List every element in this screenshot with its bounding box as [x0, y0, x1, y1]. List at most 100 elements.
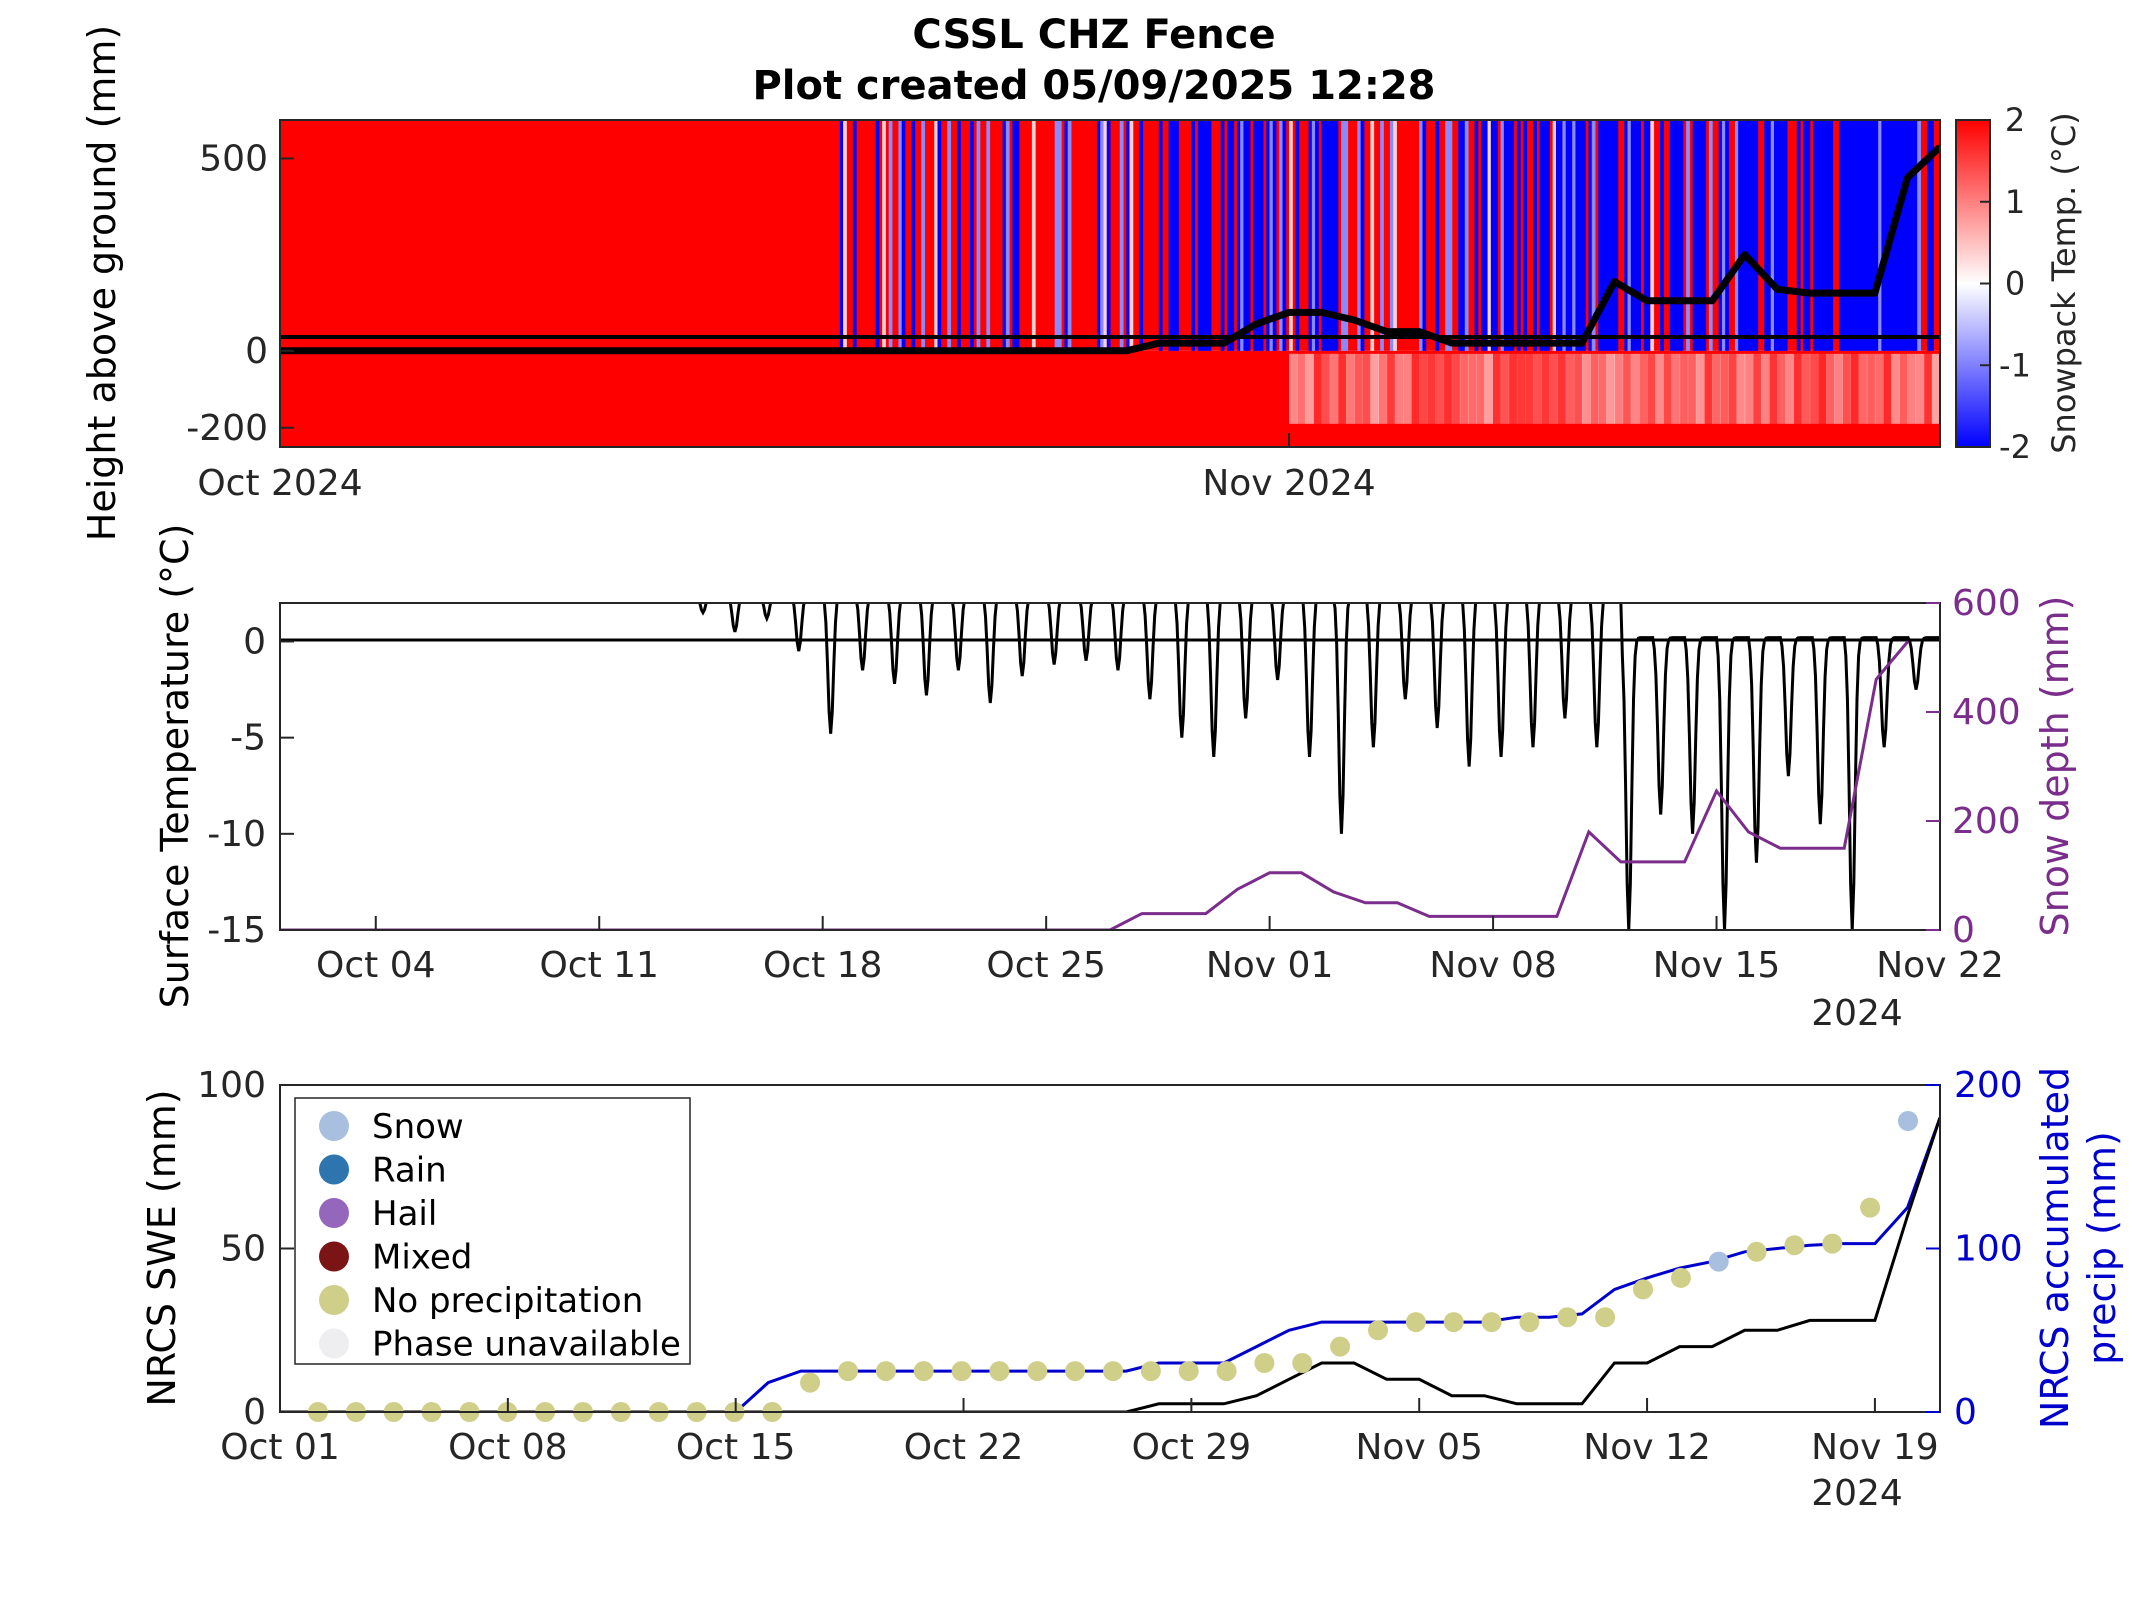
- heatmap-cell: [1679, 353, 1689, 424]
- heatmap-cell: [1354, 353, 1363, 424]
- heatmap-cell: [1575, 120, 1580, 351]
- heatmap-cell: [1734, 120, 1739, 351]
- heatmap-cell: [1321, 353, 1331, 424]
- x-tick-label: Oct 25: [986, 945, 1106, 986]
- heatmap-cell: [1676, 120, 1681, 351]
- colorbar-tick-label: 2: [2005, 101, 2025, 139]
- heatmap-cell: [1510, 120, 1515, 351]
- phase-marker: [1405, 1312, 1426, 1333]
- heatmap-cell: [1220, 120, 1225, 351]
- heatmap-cell: [1500, 353, 1510, 424]
- heatmap-cell: [1458, 120, 1463, 351]
- heatmap-cell: [1266, 120, 1270, 351]
- phase-marker: [1898, 1111, 1918, 1131]
- heatmap-cell: [1630, 353, 1640, 424]
- heatmap-cell: [1308, 120, 1313, 351]
- heatmap-cell: [1240, 120, 1244, 351]
- phase-marker: [1595, 1307, 1616, 1328]
- heatmap-cell: [1826, 353, 1835, 424]
- profile-x-ticks: Oct 2024 Nov 2024: [197, 433, 1376, 504]
- phase-marker: [1368, 1320, 1388, 1341]
- heatmap-cell: [1699, 120, 1703, 351]
- heatmap-cell: [1546, 120, 1550, 351]
- phase-marker: [989, 1361, 1010, 1382]
- heatmap-cell: [839, 120, 844, 351]
- heatmap-cell: [1331, 120, 1336, 351]
- y-tick-label: -10: [207, 814, 266, 855]
- legend-marker: [319, 1328, 349, 1359]
- heatmap-cell: [1552, 120, 1557, 351]
- x-tick-label: Oct 08: [448, 1427, 568, 1468]
- heatmap-cell: [1461, 120, 1466, 351]
- heatmap-cell: [1427, 353, 1436, 424]
- heatmap-cell: [1751, 120, 1755, 351]
- heatmap-cell: [1874, 120, 1879, 351]
- heatmap-cell: [1855, 120, 1860, 351]
- colorbar-ticks: 2 1 0 -1 -2: [1980, 101, 2031, 466]
- heatmap-cell: [1533, 353, 1542, 424]
- heatmap-cell: [1634, 120, 1638, 351]
- phase-marker: [1481, 1312, 1502, 1333]
- heatmap-cell: [1907, 120, 1912, 351]
- x-tick-label: Oct 2024: [197, 463, 362, 504]
- swe-y-axis-label: NRCS SWE (mm): [140, 1089, 184, 1406]
- heatmap-cell: [1858, 353, 1868, 424]
- depth-y-ticks: 600 400 200 0: [1926, 583, 2021, 951]
- heatmap-cell: [901, 120, 906, 351]
- heatmap-cell: [1445, 120, 1450, 351]
- phase-marker: [1027, 1361, 1048, 1382]
- heatmap-cell: [1559, 120, 1563, 351]
- snowpack-profile-panel: 500 0 -200 Oct 2024 Nov 2024 2 1 0 -1 -2 Snowpa…: [186, 101, 2083, 504]
- heatmap-cell: [1591, 120, 1596, 351]
- heatmap-cell: [1103, 120, 1108, 351]
- phase-marker: [1519, 1312, 1540, 1333]
- heatmap-cell: [1541, 353, 1550, 424]
- heatmap-cell: [1767, 120, 1772, 351]
- heatmap-cell: [1448, 120, 1453, 351]
- heatmap-cell: [1695, 353, 1705, 424]
- heatmap-cell: [1344, 120, 1349, 351]
- legend-label: Phase unavailable: [372, 1325, 681, 1365]
- heatmap-cell: [1760, 353, 1770, 424]
- heatmap-cell: [1894, 120, 1899, 351]
- heatmap-cell: [1015, 120, 1020, 351]
- legend-label: Hail: [372, 1194, 437, 1234]
- heatmap-cell: [1871, 120, 1876, 351]
- heatmap-cell: [1720, 353, 1729, 424]
- heatmap-cell: [1119, 120, 1124, 351]
- heatmap-cell: [1227, 120, 1231, 351]
- heatmap-cell: [1904, 120, 1908, 351]
- legend-marker: [319, 1285, 349, 1315]
- heatmap-cell: [1321, 120, 1326, 351]
- phase-marker: [1443, 1312, 1464, 1333]
- chart-subtitle: Plot created 05/09/2025 12:28: [752, 63, 1435, 109]
- heatmap-cell: [1386, 353, 1396, 424]
- y2-tick-label: 0: [1954, 1392, 1977, 1433]
- heatmap-cell: [921, 120, 925, 351]
- heatmap-cell: [1614, 120, 1619, 351]
- heatmap-cell: [1269, 120, 1274, 351]
- swe-y-ticks: 100 50 0: [197, 1065, 294, 1433]
- x-tick-label: Nov 22: [1876, 945, 2004, 986]
- phase-marker: [1670, 1267, 1691, 1288]
- phase-marker: [1254, 1353, 1275, 1373]
- legend-label: Mixed: [372, 1238, 472, 1278]
- y-tick-label: -15: [207, 910, 266, 951]
- heatmap-cell: [1253, 120, 1257, 351]
- heatmap-cell: [1842, 353, 1851, 424]
- heatmap-cell: [1443, 353, 1453, 424]
- phase-marker: [1822, 1233, 1843, 1254]
- nrcs-x-ticks: Oct 01 Oct 08 Oct 15 Oct 22 Oct 29 Nov 05 Nov …: [220, 1398, 1939, 1468]
- heatmap-cell: [1604, 120, 1609, 351]
- x-tick-label: Oct 01: [220, 1427, 340, 1468]
- heatmap-cell: [1329, 353, 1339, 424]
- heatmap-cell: [1601, 120, 1606, 351]
- x-tick-label: Oct 04: [316, 945, 436, 986]
- heatmap-cell: [1785, 353, 1795, 424]
- heatmap-cell: [1744, 120, 1749, 351]
- phase-marker: [875, 1361, 896, 1382]
- y2-tick-label: 0: [1952, 910, 1975, 951]
- heatmap-cell: [1295, 120, 1300, 351]
- legend-marker: [319, 1198, 349, 1228]
